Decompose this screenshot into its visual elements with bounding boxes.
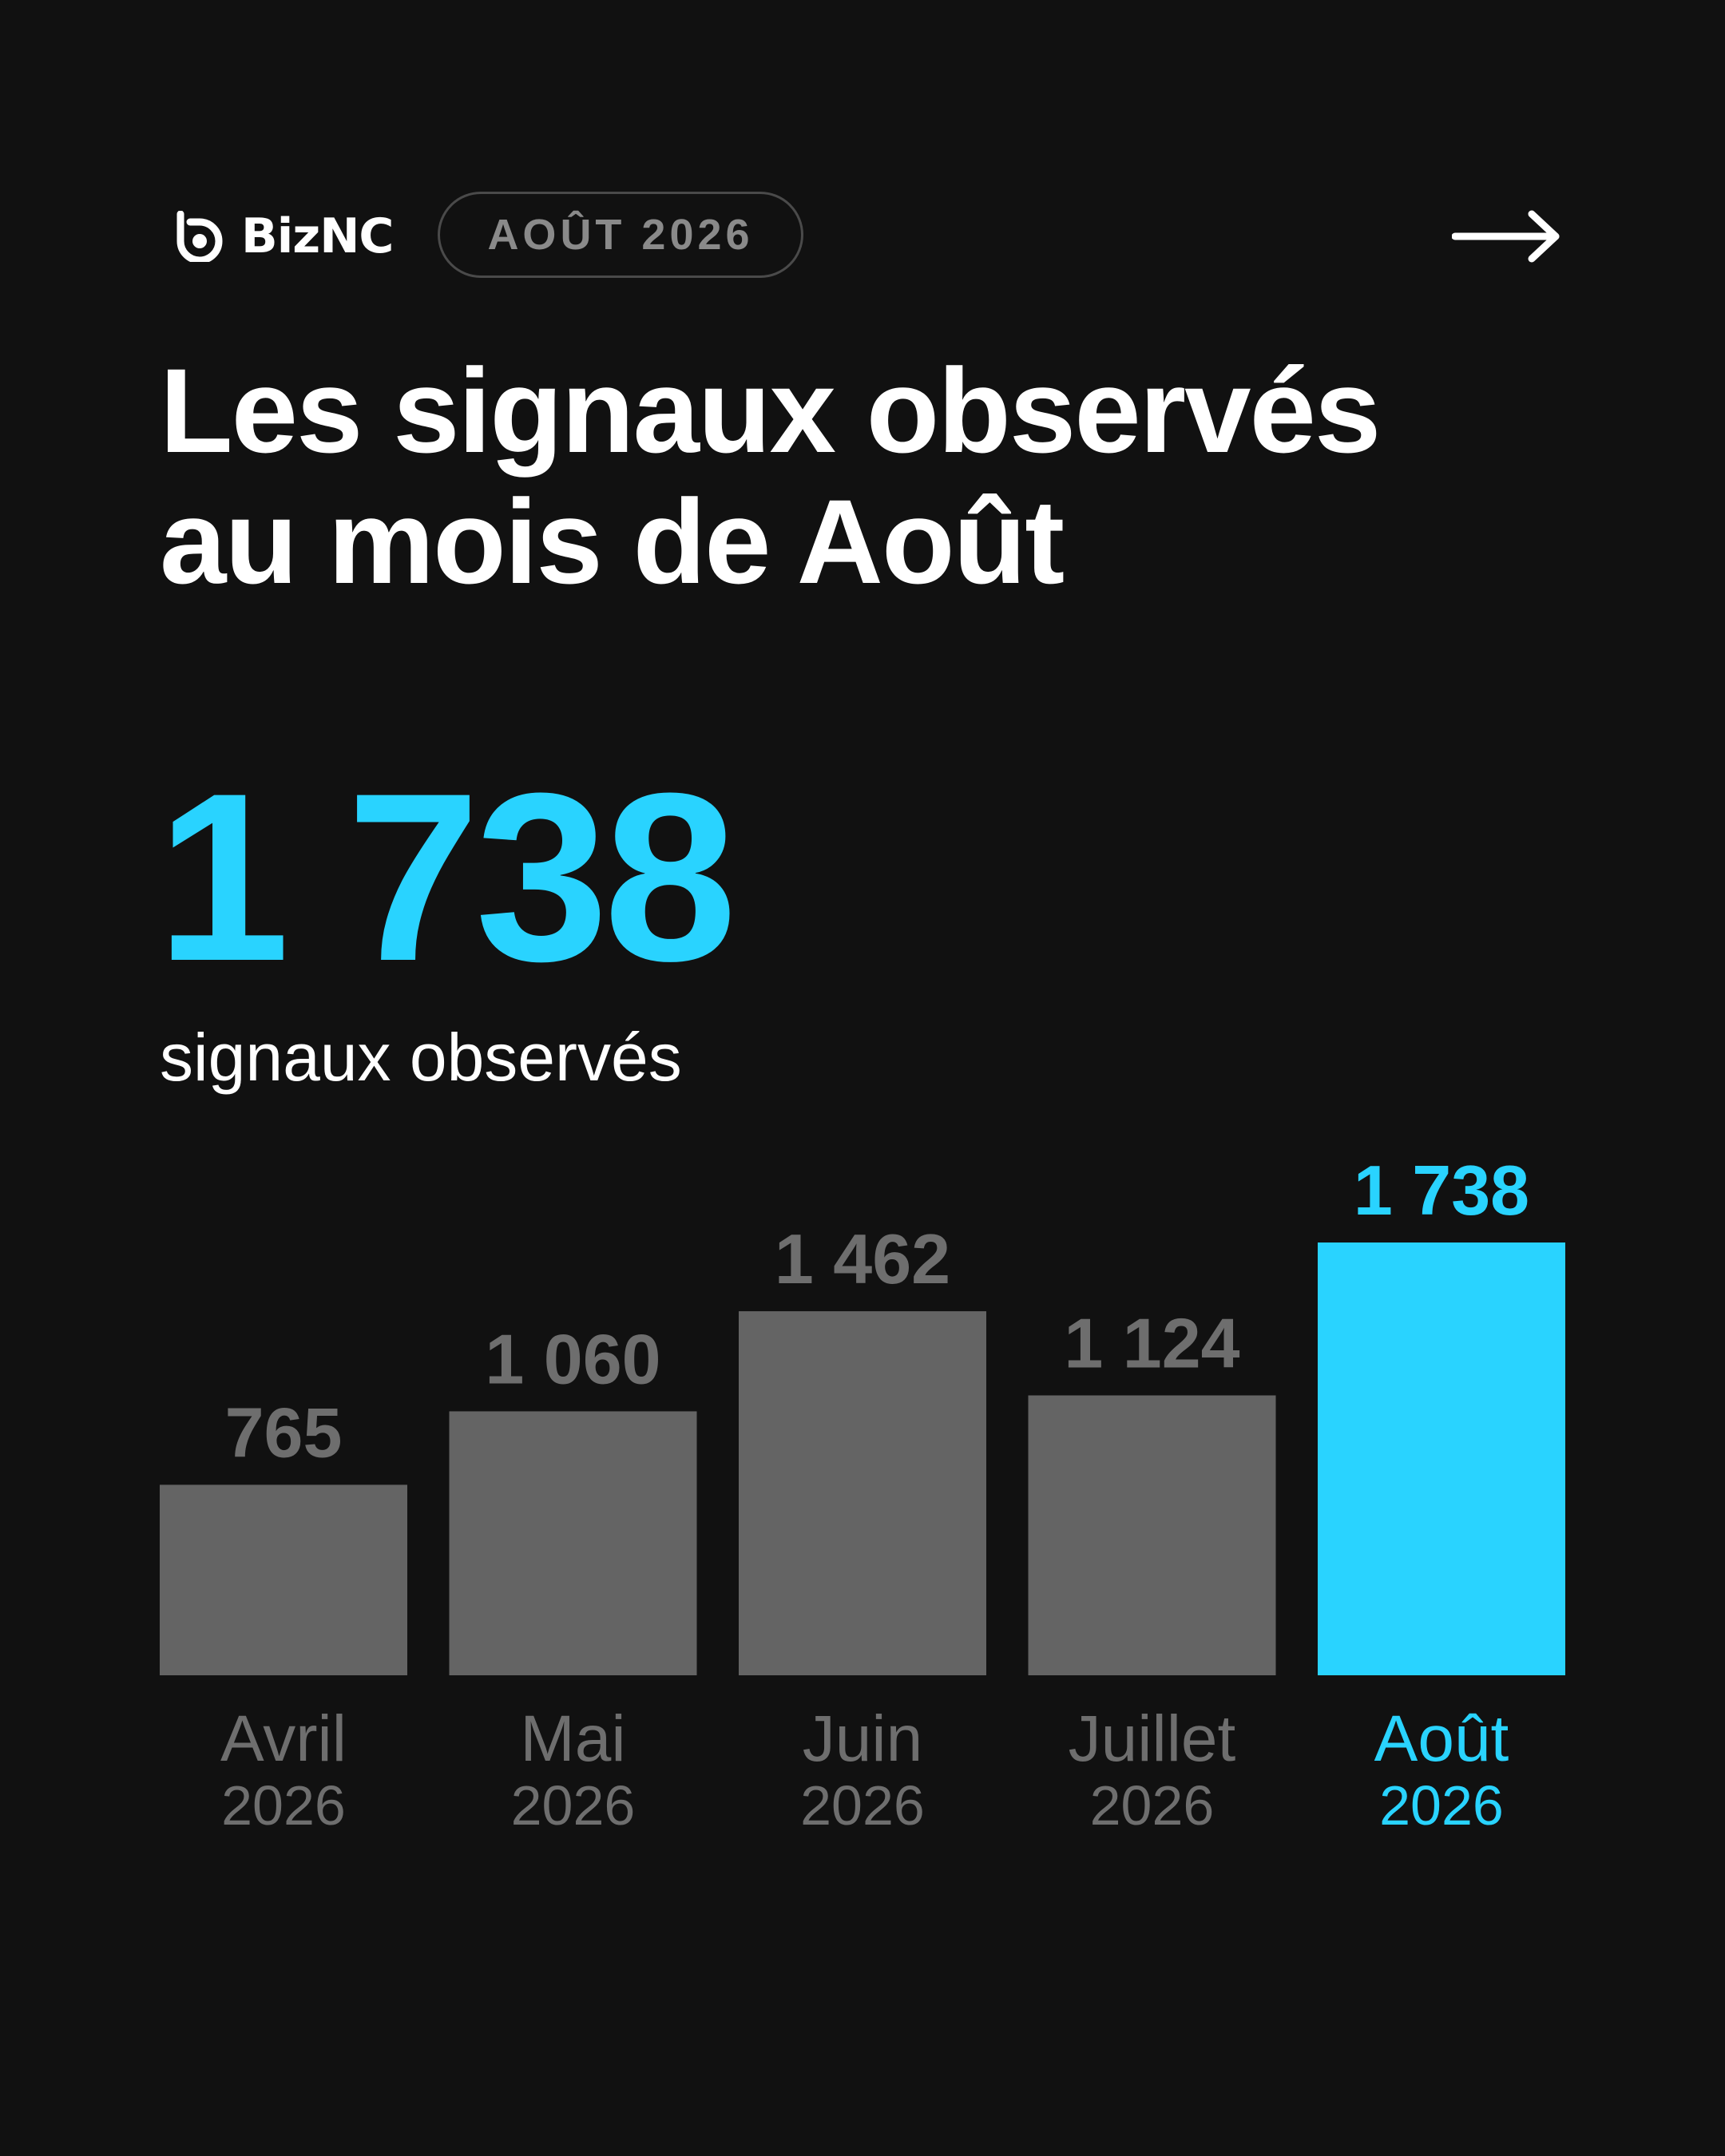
date-badge: AOÛT 2026	[438, 192, 803, 278]
bar-1	[449, 1411, 697, 1675]
bar-value-label-3: 1 124	[1064, 1303, 1239, 1382]
x-tick-month-2: Juin	[803, 1702, 922, 1775]
x-tick-month-3: Juillet	[1069, 1702, 1236, 1775]
header: BizNC AOÛT 2026	[160, 192, 1565, 281]
x-tick-month-4: Août	[1374, 1702, 1509, 1775]
bar-3	[1028, 1395, 1276, 1675]
title-line-2: au mois de Août	[160, 474, 1065, 608]
bar-0	[160, 1484, 407, 1675]
x-tick-month-1: Mai	[520, 1702, 625, 1775]
bar-2	[739, 1311, 986, 1675]
bar-4	[1318, 1242, 1565, 1675]
biznc-logo-icon	[176, 211, 223, 262]
brand[interactable]: BizNC	[172, 208, 394, 264]
headline-value: 1 738	[157, 743, 737, 1011]
title-line-1: Les signaux observés	[160, 343, 1381, 478]
brand-name: BizNC	[241, 208, 394, 264]
x-tick-year-3: 2026	[1090, 1774, 1215, 1837]
bar-value-label-4: 1 738	[1354, 1151, 1529, 1230]
headline-caption: signaux observés	[160, 1020, 682, 1095]
page-title: Les signaux observés au mois de Août	[160, 345, 1565, 607]
x-tick-year-1: 2026	[511, 1774, 636, 1837]
bar-value-label-1: 1 060	[485, 1319, 660, 1398]
arrow-right-icon[interactable]	[1452, 209, 1564, 264]
bar-value-label-0: 765	[225, 1393, 343, 1472]
x-tick-month-0: Avril	[220, 1702, 347, 1775]
x-tick-year-2: 2026	[800, 1774, 925, 1837]
x-tick-year-4: 2026	[1379, 1774, 1504, 1837]
bar-value-label-2: 1 462	[775, 1219, 950, 1298]
x-tick-year-0: 2026	[221, 1774, 346, 1837]
